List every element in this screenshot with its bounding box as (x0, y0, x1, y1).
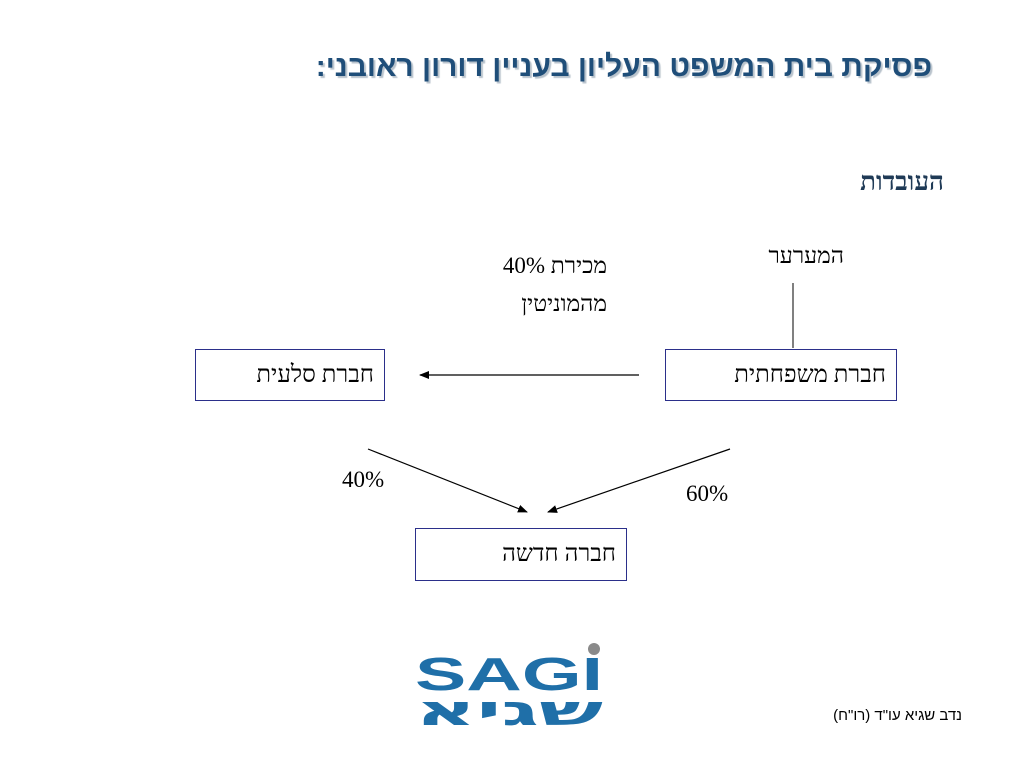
logo-latin-text: SAGI (415, 648, 603, 700)
sale-label-line1: מכירת 40% (502, 253, 607, 278)
logo-dot (588, 643, 600, 655)
new-company-box: חברה חדשה (415, 528, 627, 581)
footer-author: נדב שגיא עו"ד (רו"ח) (833, 707, 962, 724)
slaeit-company-box: חברת סלעית (195, 349, 385, 401)
sagi-logo: SAGI שגיא (415, 643, 603, 729)
appellant-label: המערער (768, 243, 845, 268)
logo-hebrew-text: שגיא (415, 686, 603, 729)
section-heading: העובדות (860, 167, 944, 196)
slide-title: פסיקת בית המשפט העליון בעניין דורון ראוב… (315, 50, 932, 83)
share-label-right: 60% (686, 481, 729, 506)
share-arrow-left (367, 448, 528, 513)
share-label-left: 40% (342, 467, 385, 492)
sale-label-line2: מהמוניטין (521, 291, 607, 316)
family-company-box: חברת משפחתית (665, 349, 897, 401)
